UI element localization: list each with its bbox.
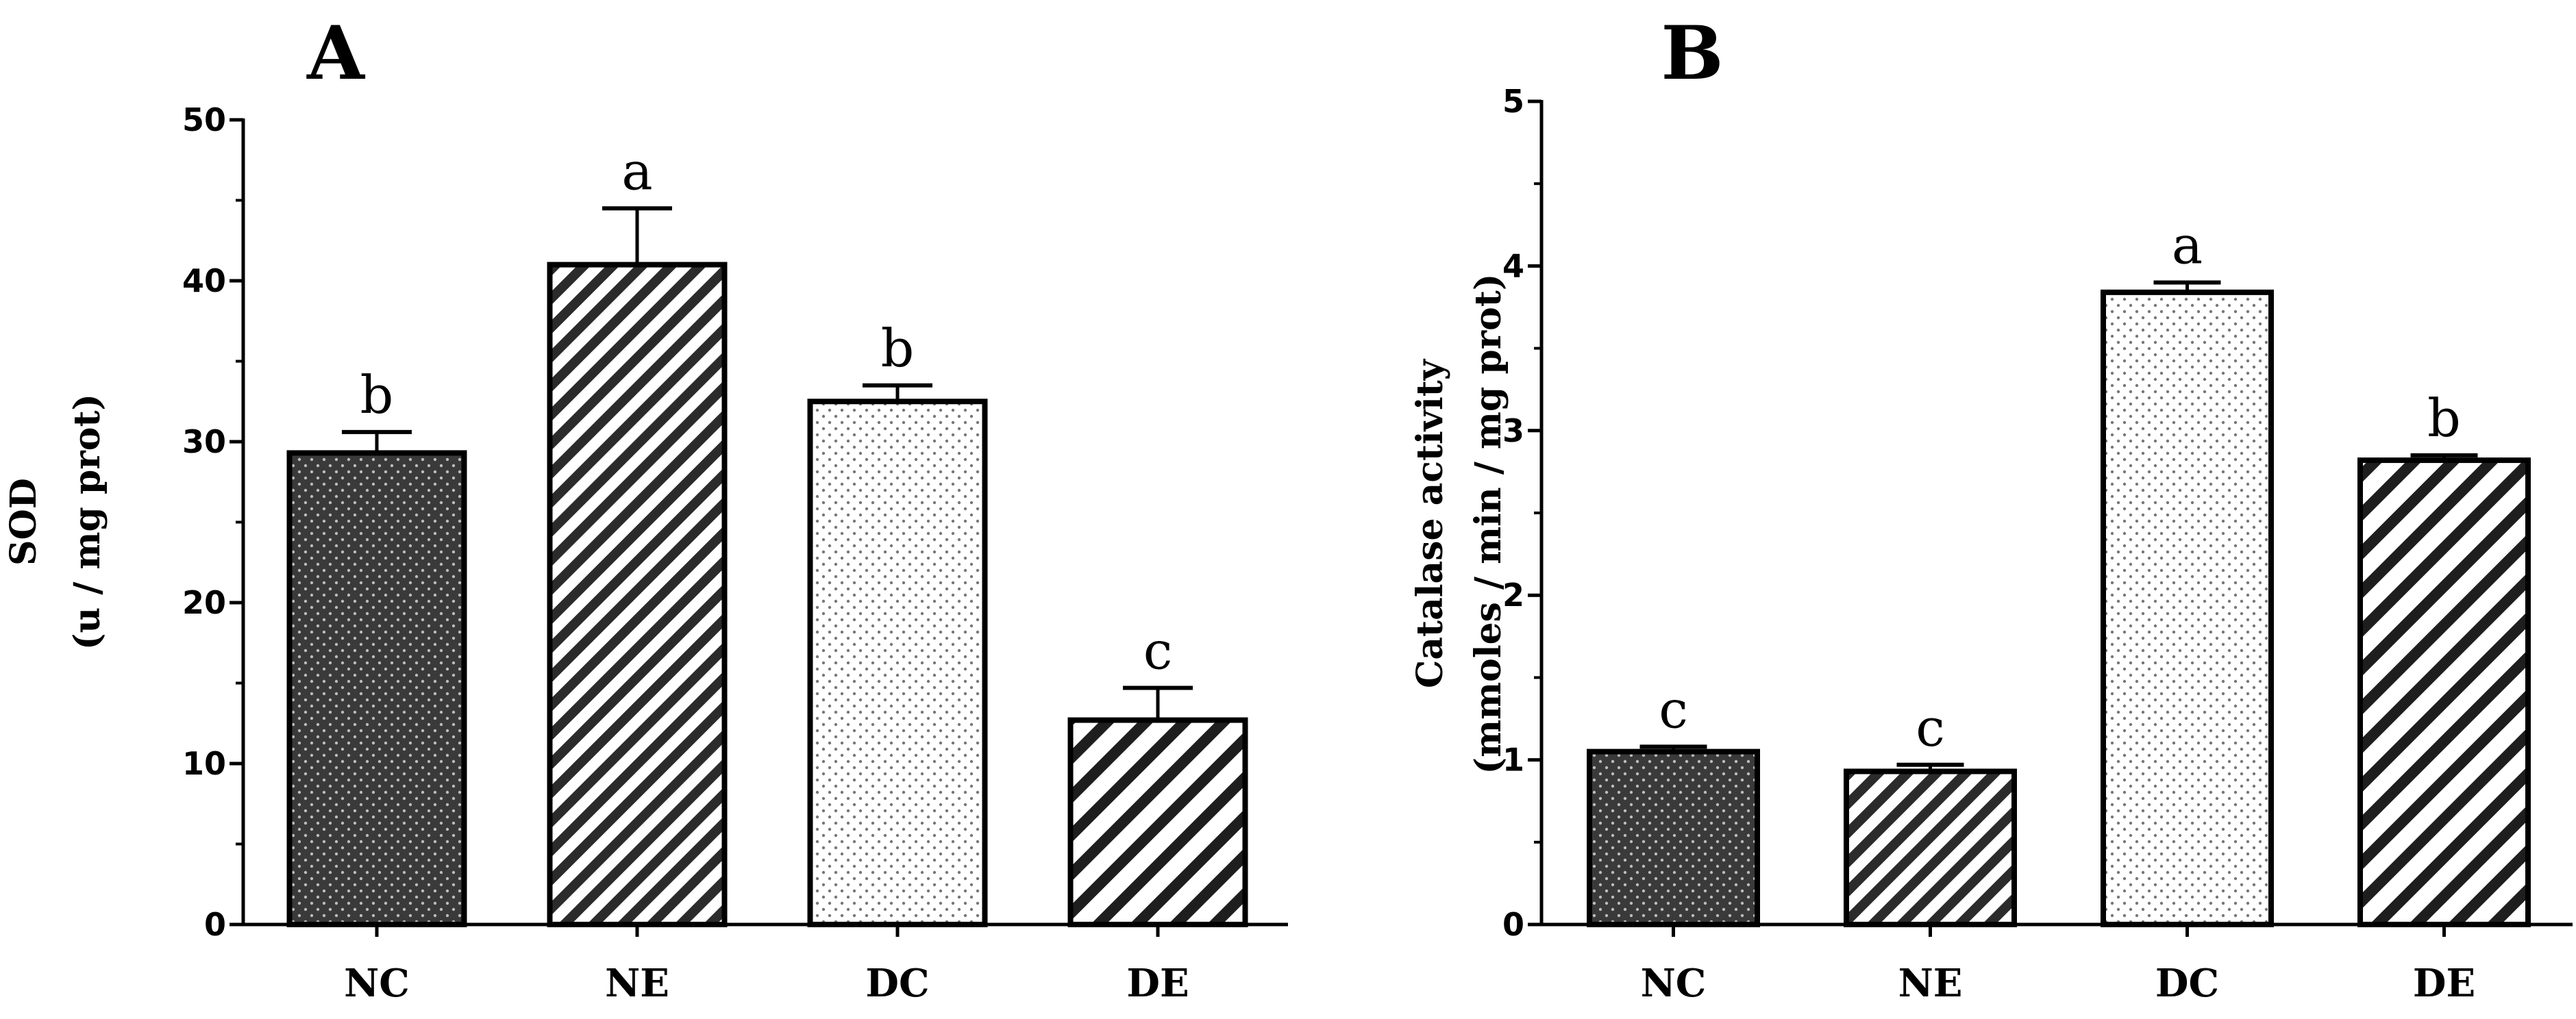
x-category-label-b-nc: NC [1641,961,1707,1006]
significance-letter-b-nc: c [1659,679,1688,740]
bar-a-de [1067,717,1248,928]
significance-letter-a-nc: b [360,364,394,425]
y-tick-label: 20 [182,584,226,621]
bar-a-dc [807,399,988,927]
significance-letter-b-de: b [2427,388,2461,449]
y-tick-label: 2 [1502,577,1524,614]
significance-letter-a-ne: a [621,140,652,201]
chart-panel-a: A 0 10 20 30 40 50 SOD (u / mg prot) b NC a NE b DC c… [3,10,1288,1006]
bars-a: b NC a NE b DC c DE [286,140,1248,1006]
y-tick-label: 10 [182,745,226,782]
significance-letter-b-ne: c [1916,697,1945,758]
y-axis-title-b: Catalase activity [1409,358,1451,688]
x-category-label-a-dc: DC [865,961,929,1006]
y-tick-label: 50 [182,101,226,138]
bar-b-dc [2101,289,2274,927]
y-axis-unit-b: (mmoles / min / mg prot) [1467,274,1509,775]
x-category-label-a-nc: NC [344,961,410,1006]
y-axis-title-a: SOD [3,478,45,566]
bar-a-ne [547,262,728,927]
significance-letter-b-dc: a [2172,214,2203,275]
x-category-label-b-ne: NE [1898,961,1963,1006]
x-category-label-a-ne: NE [605,961,669,1006]
significance-letter-a-dc: b [881,318,915,379]
axes-a: 0 10 20 30 40 50 SOD (u / mg prot) [3,101,1288,943]
bars-b: c NC c NE a DC b DE [1587,214,2531,1006]
bar-a-nc [286,450,467,927]
panel-label-b: B [1661,10,1723,97]
x-category-label-b-dc: DC [2155,961,2219,1006]
x-category-label-b-de: DE [2413,961,2475,1006]
panel-label-a: A [306,10,366,97]
axes-b: 0 1 2 3 4 5 Catalase activity (mmoles / min / m… [1409,83,2573,943]
y-axis-unit-a: (u / mg prot) [66,394,108,650]
y-tick-label: 1 [1502,742,1524,779]
x-category-label-a-de: DE [1126,961,1189,1006]
y-tick-label: 5 [1502,83,1524,120]
bar-b-de [2357,457,2531,927]
significance-letter-a-de: c [1143,620,1173,681]
bar-b-nc [1587,748,1760,927]
y-tick-label: 0 [204,906,226,943]
y-tick-label: 30 [182,423,226,460]
y-tick-label: 4 [1502,247,1524,284]
bar-b-ne [1844,768,2017,927]
y-tick-label: 0 [1502,906,1524,943]
y-tick-label: 3 [1502,412,1524,449]
chart-panel-b: B 0 1 2 3 4 5 Catalase activity (mmoles / min /… [1409,10,2573,1006]
y-tick-label: 40 [182,262,226,299]
